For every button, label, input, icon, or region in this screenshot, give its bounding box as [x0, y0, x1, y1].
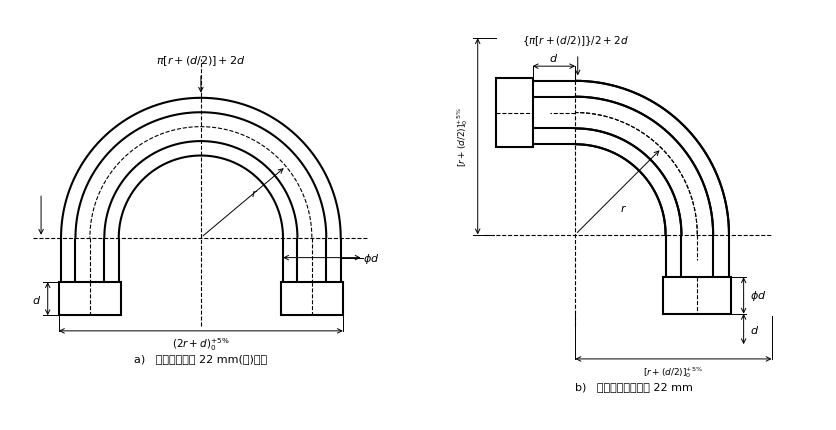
- Text: $r$: $r$: [619, 203, 626, 213]
- Bar: [59, 283, 121, 316]
- Text: $r$: $r$: [250, 188, 257, 199]
- Text: $\pi[r+(d/2)]+2d$: $\pi[r+(d/2)]+2d$: [155, 54, 246, 68]
- Bar: [662, 277, 731, 314]
- Text: $[r+(d/2)]^{+5\%}_{0}$: $[r+(d/2)]^{+5\%}_{0}$: [643, 364, 703, 379]
- Text: $(2r+d)^{+5\%}_{0}$: $(2r+d)^{+5\%}_{0}$: [172, 335, 229, 352]
- Bar: [496, 79, 532, 147]
- Text: $\{\pi[r+(d/2)]\}/2+2d$: $\{\pi[r+(d/2)]\}/2+2d$: [522, 34, 628, 48]
- Text: $d$: $d$: [749, 323, 758, 335]
- Text: $\phi d$: $\phi d$: [749, 289, 765, 303]
- Text: $d$: $d$: [548, 52, 558, 63]
- Text: $\phi d$: $\phi d$: [363, 251, 379, 265]
- Text: a)   软管公称内径 22 mm(含)以下: a) 软管公称内径 22 mm(含)以下: [134, 353, 268, 363]
- Text: $d$: $d$: [32, 293, 41, 305]
- Text: $[r+(d/2)]^{+5\%}_{0}$: $[r+(d/2)]^{+5\%}_{0}$: [455, 107, 470, 167]
- Bar: [280, 283, 343, 316]
- Text: b)   软管公称内径大于 22 mm: b) 软管公称内径大于 22 mm: [574, 381, 692, 391]
